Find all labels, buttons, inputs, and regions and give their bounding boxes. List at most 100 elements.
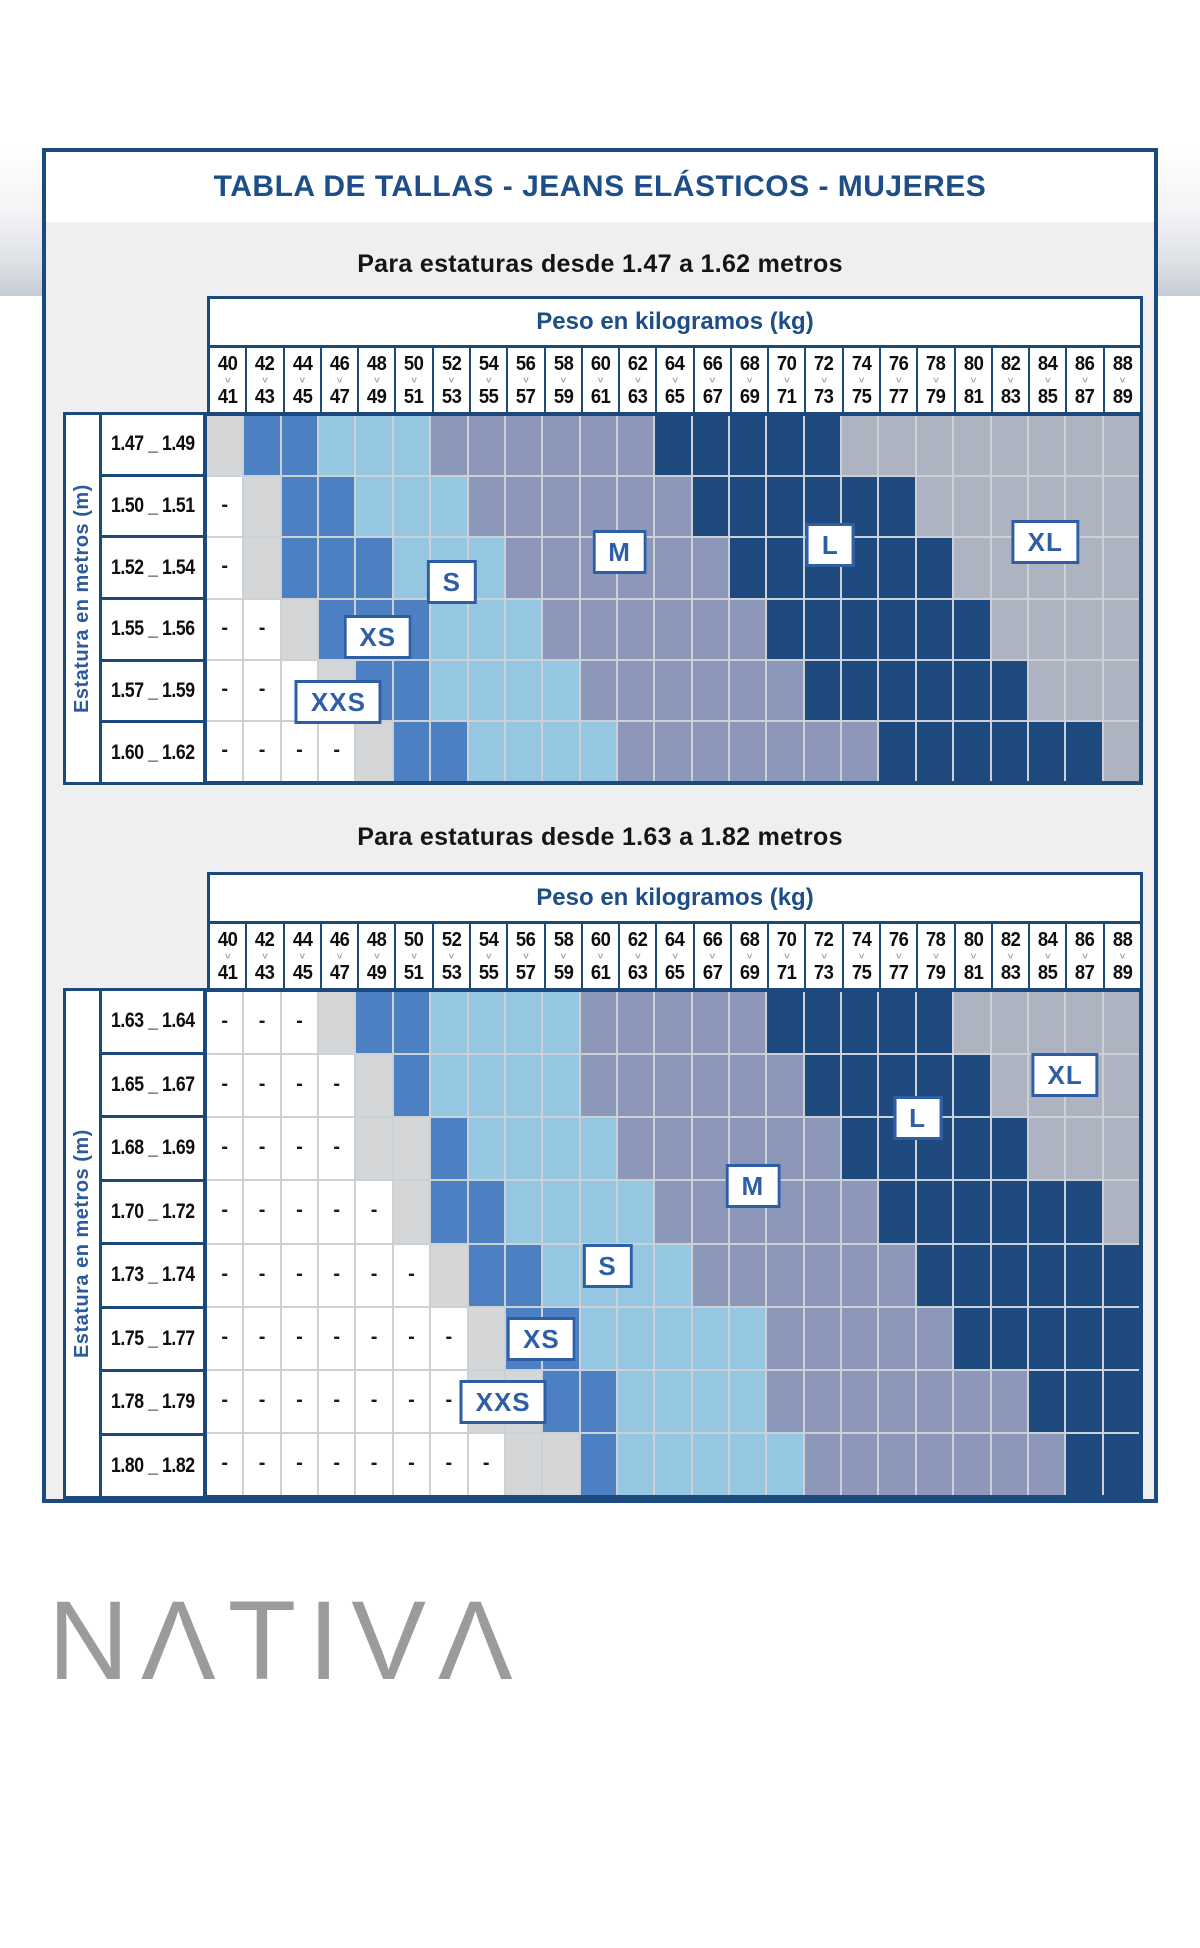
weight-from: 76 [888, 352, 909, 375]
size-cell-s [431, 992, 467, 1054]
size-cell-none: - [281, 1370, 318, 1432]
weight-from: 50 [404, 352, 424, 375]
weight-to: 83 [1000, 385, 1021, 408]
size-cell-xl [1103, 721, 1139, 781]
weight-to: 81 [963, 961, 984, 984]
weight-range-80-81: 80 ∨ 81 [955, 924, 991, 988]
weight-to: 49 [366, 961, 387, 984]
weight-from: 64 [665, 928, 685, 951]
size-cell-xl [954, 992, 990, 1054]
weight-from: 86 [1075, 352, 1095, 375]
size-cell-l [730, 538, 766, 598]
chevron-down-icon: ∨ [670, 951, 680, 961]
size-cell-s [730, 1307, 766, 1369]
weight-to: 61 [590, 385, 611, 408]
size-cell-l [916, 599, 953, 659]
weight-from: 64 [665, 352, 685, 375]
size-cell-m [543, 416, 579, 476]
weight-columns: 40 ∨ 41 42 ∨ 43 44 ∨ 45 46 ∨ 47 48 ∨ 49 50 ∨ 51 52 ∨ 53 54 ∨ 55… [210, 924, 1140, 988]
size-cell-none: - [244, 1055, 280, 1117]
weight-from: 56 [516, 352, 536, 375]
size-cell-l [879, 721, 915, 781]
height-range-value: 1.55 _ 1.56 [110, 617, 195, 641]
weight-to: 69 [739, 961, 760, 984]
size-cell-l [879, 477, 915, 537]
weight-range-48-49: 48 ∨ 49 [359, 348, 395, 412]
weight-to: 45 [292, 961, 312, 984]
size-cell-m [580, 599, 616, 659]
size-cell-xl [1028, 599, 1065, 659]
size-chart-body: Para estaturas desde 1.47 a 1.62 metros P… [46, 250, 1154, 1499]
size-cell-m [580, 660, 616, 720]
size-cell-m [842, 1181, 878, 1243]
size-cell-s [356, 477, 392, 537]
chevron-down-icon: ∨ [670, 375, 680, 385]
weight-from: 56 [516, 928, 536, 951]
height-range-cell: 1.78 _ 1.79 [102, 1372, 203, 1433]
height-ranges-column: 1.47 _ 1.49 1.50 _ 1.51 1.52 _ 1.54 1.55 _ … [102, 412, 207, 785]
size-cell-xs [393, 1055, 430, 1117]
size-cell-xxs [505, 1433, 542, 1495]
weight-to: 43 [255, 385, 275, 408]
size-cell-s [505, 599, 542, 659]
size-cell-xl [954, 538, 990, 598]
weight-from: 78 [926, 928, 946, 951]
chevron-down-icon: ∨ [484, 951, 493, 961]
size-cell-m [655, 1118, 691, 1180]
weight-from: 82 [1000, 352, 1021, 375]
size-cell-l [804, 416, 841, 476]
size-cell-m [730, 721, 766, 781]
chevron-down-icon: ∨ [894, 375, 903, 385]
height-range-value: 1.63 _ 1.64 [110, 1009, 195, 1033]
size-cell-xl [842, 416, 878, 476]
size-cell-m [842, 1370, 878, 1432]
size-cell-none: - [244, 1181, 280, 1243]
size-cell-l [1066, 1181, 1102, 1243]
weight-range-62-63: 62 ∨ 63 [620, 924, 656, 988]
size-cell-xs [431, 1181, 467, 1243]
size-cell-xl [991, 416, 1027, 476]
size-cell-m [767, 1244, 803, 1306]
size-cell-s [692, 1370, 729, 1432]
height-range-cell: 1.80 _ 1.82 [102, 1435, 203, 1496]
weight-range-62-63: 62 ∨ 63 [620, 348, 656, 412]
size-cell-xxs [468, 1307, 504, 1369]
size-cell-s [393, 477, 430, 537]
size-cell-m [730, 992, 766, 1054]
chevron-down-icon: ∨ [1118, 375, 1127, 385]
size-cell-xl [1103, 599, 1139, 659]
chevron-down-icon: ∨ [894, 951, 903, 961]
size-cell-s [468, 599, 504, 659]
size-cell-s [580, 1307, 616, 1369]
weight-to: 65 [665, 385, 685, 408]
size-cell-l [916, 721, 953, 781]
size-cell-l [879, 660, 915, 720]
size-cell-m [505, 538, 542, 598]
size-cell-m [617, 416, 654, 476]
weight-range-52-53: 52 ∨ 53 [433, 348, 469, 412]
size-cell-s [505, 1181, 542, 1243]
weight-range-84-85: 84 ∨ 85 [1030, 924, 1066, 988]
size-cell-none: - [319, 1433, 355, 1495]
weight-to: 67 [702, 385, 723, 408]
table-subtitle: Para estaturas desde 1.63 a 1.82 metros [357, 823, 843, 851]
size-cell-none: - [244, 1370, 280, 1432]
size-cell-none: - [207, 599, 243, 659]
size-cell-xl [1028, 416, 1065, 476]
size-cell-xl [991, 599, 1027, 659]
size-cell-m [431, 416, 467, 476]
size-cell-m [692, 1181, 729, 1243]
weight-range-40-41: 40 ∨ 41 [210, 348, 246, 412]
size-cell-xs [393, 992, 430, 1054]
size-cell-m [804, 1244, 841, 1306]
weight-range-82-83: 82 ∨ 83 [992, 924, 1029, 988]
size-cell-xxs [356, 721, 392, 781]
size-cell-l [730, 416, 766, 476]
height-range-value: 1.68 _ 1.69 [110, 1136, 195, 1160]
chevron-down-icon: ∨ [521, 375, 530, 385]
size-cell-s [543, 1181, 579, 1243]
size-cell-s [468, 721, 504, 781]
size-cell-s [543, 992, 579, 1054]
size-cell-xl [1103, 477, 1139, 537]
size-cell-xxs [281, 599, 318, 659]
